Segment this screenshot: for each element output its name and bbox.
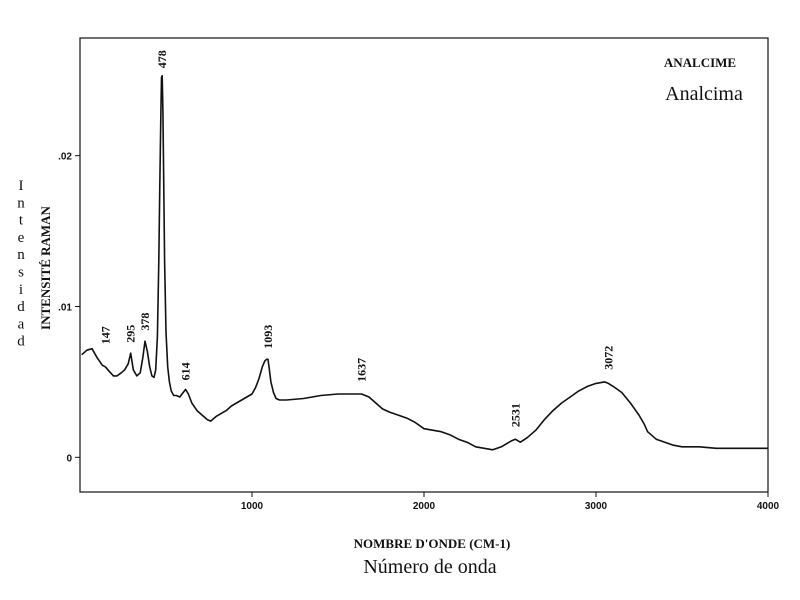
peak-label: 295 — [124, 325, 138, 343]
chart-title: ANALCIME — [664, 55, 736, 70]
y-tick-label: .01 — [58, 302, 72, 313]
plot-frame — [79, 37, 769, 493]
peak-label: 2531 — [508, 403, 522, 427]
x-tick-label: 4000 — [757, 501, 780, 512]
x-tick-label: 1000 — [241, 501, 264, 512]
x-axis-label: NOMBRE D'ONDE (CM-1) — [354, 536, 511, 551]
peak-label: 1093 — [261, 325, 275, 349]
peak-label: 147 — [98, 326, 112, 344]
y-tick-label: 0 — [66, 453, 72, 464]
peak-label: 378 — [138, 313, 152, 331]
peak-label: 614 — [179, 362, 193, 380]
peak-label: 3072 — [601, 346, 615, 370]
x-tick-label: 3000 — [585, 501, 608, 512]
y-axis-label: INTENSITÉ RAMAN — [38, 205, 53, 329]
chart-subtitle: Analcima — [665, 83, 743, 105]
axis-ticks: 1000 2000 3000 4000 0 .01 .02 — [58, 152, 779, 512]
peak-label: 478 — [155, 50, 169, 68]
x-tick-label: 2000 — [413, 501, 436, 512]
y-tick-label: .02 — [58, 152, 72, 163]
spectrum-line — [81, 74, 768, 451]
peak-label: 1637 — [355, 358, 369, 382]
x-axis-label-secondary: Número de onda — [363, 556, 496, 578]
